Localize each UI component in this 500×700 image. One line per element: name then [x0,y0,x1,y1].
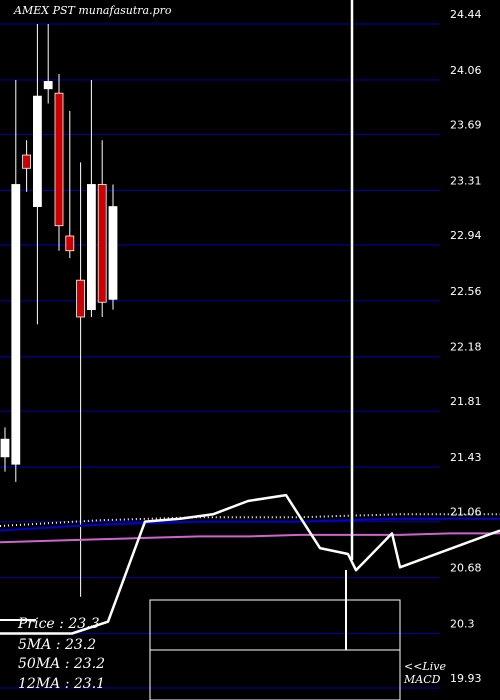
price-label: Price : 23.3 [18,616,100,632]
chart-title: AMEX PST munafasutra.pro [14,4,172,17]
macd-line [0,493,500,635]
y-tick-label: 23.69 [450,118,482,131]
y-tick-label: 19.93 [450,672,482,685]
candle-down [76,279,85,318]
y-tick-label: 22.94 [450,229,482,242]
y-tick-label: 23.31 [450,174,482,187]
live-macd-label: <<Live MACD [404,660,446,686]
ma50-label: 50MA : 23.2 [18,656,106,672]
candle-up [33,95,42,207]
y-tick-label: 24.06 [450,64,482,77]
y-tick-label: 22.56 [450,285,482,298]
candle-down [22,154,32,169]
candle-up [108,206,118,300]
candle-up [43,81,53,90]
y-tick-label: 20.68 [450,562,482,575]
candle-down [97,184,107,303]
candle-up [87,184,96,311]
candle-up [0,438,10,458]
live-label: <<Live [404,660,446,673]
ma-short-line [0,517,500,532]
y-tick-label: 21.81 [450,395,482,408]
y-tick-label: 20.3 [450,618,475,631]
macd-label: MACD [404,673,441,686]
candle-down [65,235,75,252]
candle-down [54,92,64,227]
y-tick-label: 22.18 [450,341,482,354]
y-tick-label: 21.43 [450,451,482,464]
ma5-label: 5MA : 23.2 [18,637,97,653]
y-tick-label: 21.06 [450,506,482,519]
candle-up [11,184,21,465]
ma-long-line [0,532,500,544]
ma12-label: 12MA : 23.1 [18,676,106,692]
y-tick-label: 24.44 [450,8,482,21]
ma-dotted-line [0,513,500,527]
